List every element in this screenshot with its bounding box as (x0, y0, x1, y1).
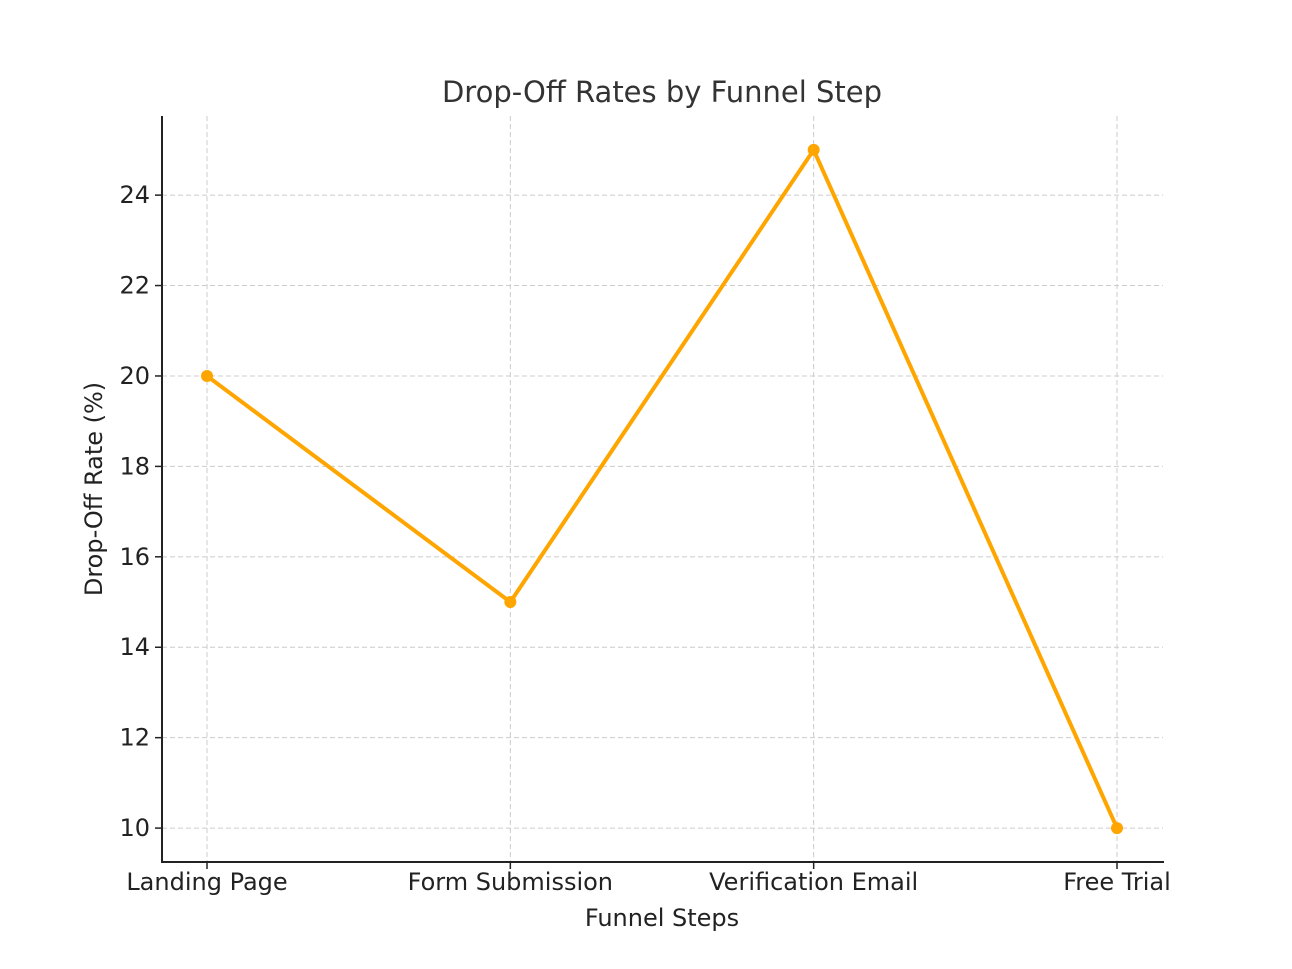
x-tick-label: Form Submission (408, 868, 613, 896)
x-tick-label: Free Trial (1063, 868, 1171, 896)
series-line (205, 147, 1119, 831)
data-point (807, 143, 820, 156)
data-point (1111, 822, 1123, 835)
axis-ticks: 10 12 14 16 18 20 22 24 Landing Page Form Submiss… (119, 181, 1170, 896)
data-point (504, 596, 517, 609)
series-drop-off-rate (201, 143, 1123, 835)
chart-title: Drop-Off Rates by Funnel Step (442, 75, 882, 109)
y-tick-label: 12 (119, 724, 150, 752)
y-tick-label: 10 (119, 814, 150, 842)
gridlines (162, 116, 1163, 862)
y-tick-label: 18 (119, 452, 150, 480)
y-tick-label: 14 (119, 633, 150, 661)
x-axis-title: Funnel Steps (585, 904, 739, 932)
y-tick-label: 16 (119, 543, 150, 571)
data-point (201, 369, 213, 382)
y-axis-title: Drop-Off Rate (%) (80, 382, 108, 596)
x-tick-label: Landing Page (126, 868, 287, 896)
y-tick-label: 20 (119, 362, 150, 390)
x-tick-label: Verification Email (709, 868, 918, 896)
y-tick-label: 24 (119, 181, 150, 209)
y-tick-label: 22 (119, 272, 150, 300)
